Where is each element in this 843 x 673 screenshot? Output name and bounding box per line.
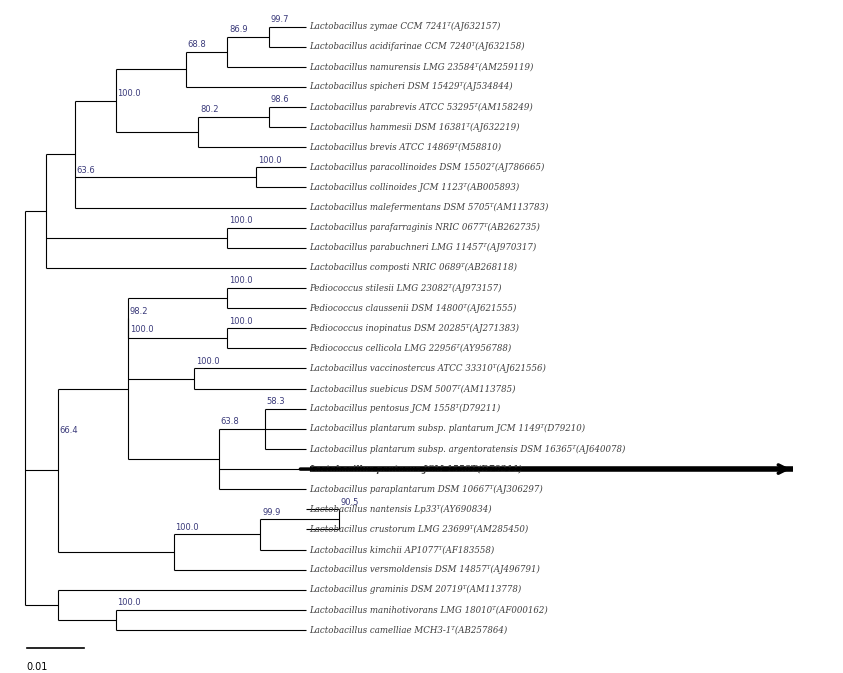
Text: Lactobacillus zymae CCM 7241ᵀ(AJ632157): Lactobacillus zymae CCM 7241ᵀ(AJ632157) (309, 22, 501, 31)
Text: Lactobacillus spicheri DSM 15429ᵀ(AJ534844): Lactobacillus spicheri DSM 15429ᵀ(AJ5348… (309, 82, 513, 92)
Text: Lactobacillus plantarum subsp. plantarum JCM 1149ᵀ(D79210): Lactobacillus plantarum subsp. plantarum… (309, 424, 585, 433)
Text: Lactobacillus plantarum subsp. argentoratensis DSM 16365ᵀ(AJ640078): Lactobacillus plantarum subsp. argentora… (309, 444, 626, 454)
Text: Lactobacillus kimchii AP1077ᵀ(AF183558): Lactobacillus kimchii AP1077ᵀ(AF183558) (309, 545, 494, 554)
Text: Pediococcus claussenii DSM 14800ᵀ(AJ621555): Pediococcus claussenii DSM 14800ᵀ(AJ6215… (309, 304, 517, 313)
Text: Lactobacillus malefermentans DSM 5705ᵀ(AM113783): Lactobacillus malefermentans DSM 5705ᵀ(A… (309, 203, 549, 212)
Text: 0.01: 0.01 (27, 662, 48, 672)
Text: Lactobacillus suebicus DSM 5007ᵀ(AM113785): Lactobacillus suebicus DSM 5007ᵀ(AM11378… (309, 384, 516, 393)
Text: Lactobacillus parabuchneri LMG 11457ᵀ(AJ970317): Lactobacillus parabuchneri LMG 11457ᵀ(AJ… (309, 243, 536, 252)
Text: Lactobacillus pentosus JCM 1558T(D79211): Lactobacillus pentosus JCM 1558T(D79211) (309, 464, 523, 474)
Text: Pediococcus cellicola LMG 22956ᵀ(AY956788): Pediococcus cellicola LMG 22956ᵀ(AY95678… (309, 344, 512, 353)
Text: Lactobacillus hammesii DSM 16381ᵀ(AJ632219): Lactobacillus hammesii DSM 16381ᵀ(AJ6322… (309, 122, 519, 132)
Text: 66.4: 66.4 (60, 426, 78, 435)
Text: 100.0: 100.0 (229, 277, 253, 285)
Text: Lactobacillus vaccinostercus ATCC 33310ᵀ(AJ621556): Lactobacillus vaccinostercus ATCC 33310ᵀ… (309, 364, 546, 373)
Text: 63.8: 63.8 (221, 417, 239, 426)
Text: Lactobacillus paracollinoides DSM 15502ᵀ(AJ786665): Lactobacillus paracollinoides DSM 15502ᵀ… (309, 163, 545, 172)
Text: 98.6: 98.6 (271, 96, 289, 104)
Text: Lactobacillus namurensis LMG 23584ᵀ(AM259119): Lactobacillus namurensis LMG 23584ᵀ(AM25… (309, 62, 534, 71)
Text: 100.0: 100.0 (117, 598, 141, 607)
Text: Lactobacillus acidifarinae CCM 7240ᵀ(AJ632158): Lactobacillus acidifarinae CCM 7240ᵀ(AJ6… (309, 42, 525, 51)
Text: Lactobacillus crustorum LMG 23699ᵀ(AM285450): Lactobacillus crustorum LMG 23699ᵀ(AM285… (309, 525, 529, 534)
Text: 99.7: 99.7 (271, 15, 289, 24)
Text: 100.0: 100.0 (196, 357, 219, 366)
Text: 58.3: 58.3 (266, 397, 285, 406)
Text: Lactobacillus parafarraginis NRIC 0677ᵀ(AB262735): Lactobacillus parafarraginis NRIC 0677ᵀ(… (309, 223, 540, 232)
Text: Lactobacillus graminis DSM 20719ᵀ(AM113778): Lactobacillus graminis DSM 20719ᵀ(AM1137… (309, 586, 521, 594)
Text: Pediococcus stilesii LMG 23082ᵀ(AJ973157): Pediococcus stilesii LMG 23082ᵀ(AJ973157… (309, 283, 502, 293)
Text: Lactobacillus collinoides JCM 1123ᵀ(AB005893): Lactobacillus collinoides JCM 1123ᵀ(AB00… (309, 183, 519, 192)
Text: Lactobacillus pentosus JCM 1558ᵀ(D79211): Lactobacillus pentosus JCM 1558ᵀ(D79211) (309, 404, 501, 413)
Text: 100.0: 100.0 (229, 316, 253, 326)
Text: 100.0: 100.0 (258, 155, 282, 165)
Text: 98.2: 98.2 (130, 307, 148, 316)
Text: 90.5: 90.5 (341, 497, 359, 507)
Text: 100.0: 100.0 (229, 216, 253, 225)
Text: 86.9: 86.9 (229, 25, 248, 34)
Text: Lactobacillus composti NRIC 0689ᵀ(AB268118): Lactobacillus composti NRIC 0689ᵀ(AB2681… (309, 263, 517, 273)
Text: 99.9: 99.9 (262, 507, 281, 517)
Text: Lactobacillus brevis ATCC 14869ᵀ(M58810): Lactobacillus brevis ATCC 14869ᵀ(M58810) (309, 143, 502, 151)
Text: 100.0: 100.0 (130, 324, 153, 334)
Text: Lactobacillus paraplantarum DSM 10667ᵀ(AJ306297): Lactobacillus paraplantarum DSM 10667ᵀ(A… (309, 485, 543, 494)
Text: 100.0: 100.0 (117, 89, 141, 98)
Text: Lactobacillus camelliae MCH3-1ᵀ(AB257864): Lactobacillus camelliae MCH3-1ᵀ(AB257864… (309, 625, 507, 635)
Text: 68.8: 68.8 (188, 40, 207, 49)
Text: 100.0: 100.0 (175, 523, 199, 532)
Text: Lactobacillus parabrevis ATCC 53295ᵀ(AM158249): Lactobacillus parabrevis ATCC 53295ᵀ(AM1… (309, 102, 533, 112)
Text: Lactobacillus versmoldensis DSM 14857ᵀ(AJ496791): Lactobacillus versmoldensis DSM 14857ᵀ(A… (309, 565, 540, 574)
Text: 80.2: 80.2 (200, 106, 218, 114)
Text: Lactobacillus manihotivorans LMG 18010ᵀ(AF000162): Lactobacillus manihotivorans LMG 18010ᵀ(… (309, 606, 548, 614)
Text: Lactobacillus nantensis Lp33ᵀ(AY690834): Lactobacillus nantensis Lp33ᵀ(AY690834) (309, 505, 491, 514)
Text: 63.6: 63.6 (76, 166, 95, 175)
Text: Pediococcus inopinatus DSM 20285ᵀ(AJ271383): Pediococcus inopinatus DSM 20285ᵀ(AJ2713… (309, 324, 519, 333)
